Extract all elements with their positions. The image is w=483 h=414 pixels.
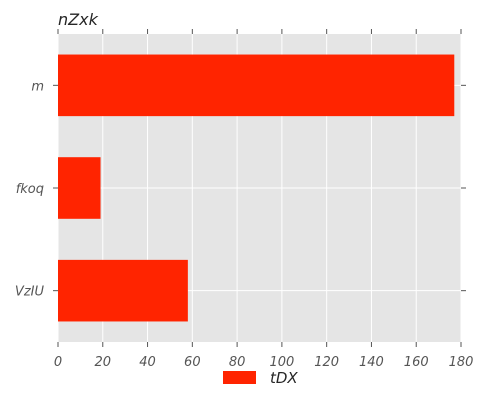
bar-VzIU bbox=[58, 259, 188, 322]
y-tick-label: VzIU bbox=[15, 285, 45, 300]
x-axis: 0 20 40 60 80 100 120 140 160 180 bbox=[54, 29, 474, 370]
legend: tDX bbox=[223, 369, 298, 387]
x-tick-label: 120 bbox=[314, 355, 339, 370]
x-tick-label: 140 bbox=[359, 355, 384, 370]
legend-label: tDX bbox=[270, 369, 298, 387]
legend-swatch bbox=[223, 371, 256, 384]
x-tick-label: 40 bbox=[139, 355, 156, 370]
bars bbox=[58, 54, 455, 322]
x-tick-label: 100 bbox=[269, 355, 294, 370]
x-tick-label: 160 bbox=[404, 355, 429, 370]
bar-fkoq bbox=[58, 157, 101, 219]
y-tick-label: fkoq bbox=[16, 182, 44, 197]
y-axis: m fkoq VzIU bbox=[15, 79, 466, 300]
bar-m bbox=[58, 54, 455, 117]
x-tick-label: 180 bbox=[449, 355, 474, 370]
x-tick-label: 80 bbox=[229, 355, 246, 370]
x-tick-label: 20 bbox=[95, 355, 112, 370]
chart-title: nZxk bbox=[58, 10, 99, 29]
x-tick-label: 0 bbox=[54, 355, 62, 370]
y-tick-label: m bbox=[31, 79, 44, 94]
x-tick-label: 60 bbox=[184, 355, 201, 370]
